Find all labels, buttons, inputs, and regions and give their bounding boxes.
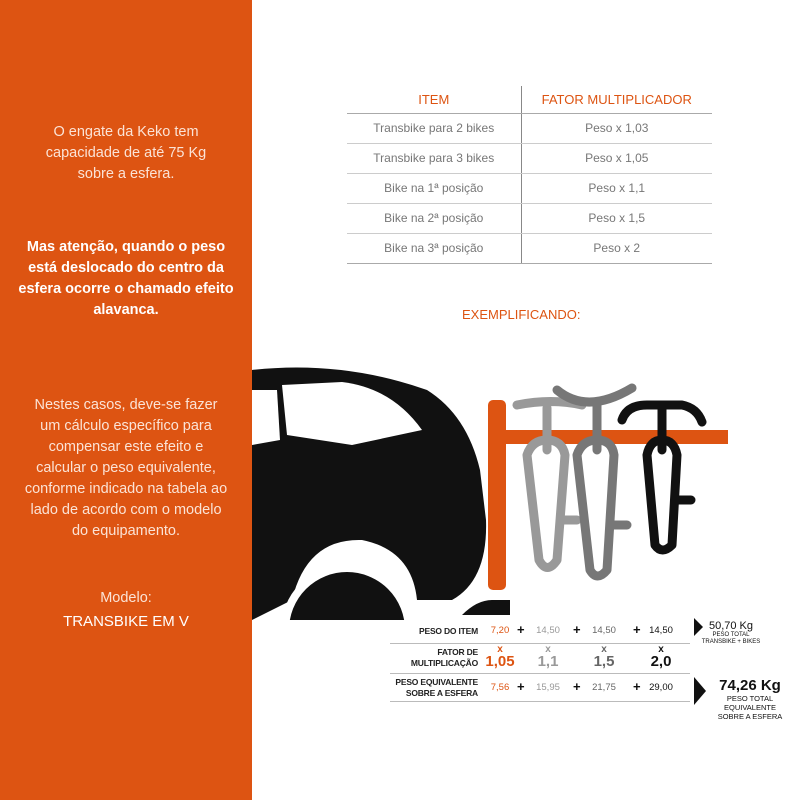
cell: Bike na 3ª posição xyxy=(347,233,522,264)
value: 29,00 xyxy=(649,682,673,693)
caption: PESO TOTAL xyxy=(726,694,774,703)
total-value: 50,70 Kg xyxy=(708,620,754,632)
cell: Peso x 1,03 xyxy=(521,113,712,144)
text-line: está deslocado do centro da xyxy=(28,260,224,276)
cell: Bike na 2ª posição xyxy=(347,203,522,234)
value: 14,50 xyxy=(592,625,616,636)
car-wheel xyxy=(281,564,413,620)
text-line: sobre a esfera. xyxy=(77,166,175,182)
plus-icon: + xyxy=(633,679,641,694)
warning-text: Mas atenção, quando o peso está deslocad… xyxy=(0,237,252,321)
value: 7,56 xyxy=(490,682,510,693)
text-line: Nestes casos, deve-se fazer xyxy=(34,397,218,413)
plus-icon: + xyxy=(633,622,641,637)
text-line: PESO EQUIVALENTE xyxy=(395,677,478,687)
text-line: SOBRE A ESFERA xyxy=(405,688,478,698)
row-label: PESO DO ITEM xyxy=(419,626,478,636)
text-line: Mas atenção, quando o peso xyxy=(26,239,226,255)
value: 15,95 xyxy=(536,682,560,693)
row-label: FATOR DE MULTIPLICAÇÃO xyxy=(411,647,478,669)
text-line: capacidade de até 75 Kg xyxy=(45,145,207,161)
total-value: 74,26 Kg xyxy=(719,677,781,694)
factor: x 2,0 xyxy=(650,644,672,670)
plus-icon: + xyxy=(517,622,525,637)
text-line: FATOR DE xyxy=(437,647,478,657)
value: 14,50 xyxy=(536,625,560,636)
car-bike-rack-illustration xyxy=(252,367,728,620)
cell: Bike na 1ª posição xyxy=(347,173,522,204)
factor: x 1,05 xyxy=(485,644,515,670)
text-line: lado de acordo com o modelo xyxy=(30,502,222,518)
cell: Peso x 1,05 xyxy=(521,143,712,174)
total-weight: 50,70 Kg PESO TOTAL TRANSBIKE + BIKES xyxy=(696,620,766,646)
factor: x 1,5 xyxy=(593,644,615,670)
model-value: TRANSBIKE EM V xyxy=(63,613,189,630)
table-header: ITEM FATOR MULTIPLICADOR xyxy=(347,86,712,114)
value: 21,75 xyxy=(592,682,616,693)
bike-1 xyxy=(512,397,587,572)
caption: EQUIVALENTE xyxy=(724,703,776,712)
example-title: EXEMPLIFICANDO: xyxy=(462,307,581,322)
item-weight-row: PESO DO ITEM 7,20 + 14,50 + 14,50 + 14,5… xyxy=(390,618,690,644)
text-line: esfera ocorre o chamado efeito xyxy=(18,281,234,297)
factor: x 1,1 xyxy=(537,644,559,670)
caption: PESO TOTAL xyxy=(712,632,750,638)
plus-icon: + xyxy=(517,679,525,694)
cell: Peso x 2 xyxy=(521,233,712,264)
info-panel: O engate da Keko tem capacidade de até 7… xyxy=(0,0,252,800)
row-label: PESO EQUIVALENTE SOBRE A ESFERA xyxy=(395,677,478,699)
text-line: conforme indicado na tabela ao xyxy=(24,481,228,497)
caption: TRANSBIKE + BIKES xyxy=(701,639,761,645)
table-row: Transbike para 2 bikes Peso x 1,03 xyxy=(347,113,712,144)
bike-3 xyxy=(617,400,707,555)
cell: Peso x 1,5 xyxy=(521,203,712,234)
value: 7,20 xyxy=(490,625,510,636)
arrow-icon xyxy=(694,677,706,705)
table-row: Transbike para 3 bikes Peso x 1,05 xyxy=(347,143,712,174)
arrow-icon xyxy=(694,618,703,636)
capacity-text: O engate da Keko tem capacidade de até 7… xyxy=(0,122,252,185)
explanation-text: Nestes casos, deve-se fazer um cálculo e… xyxy=(0,395,252,542)
cell: Transbike para 2 bikes xyxy=(347,113,522,144)
equivalent-weight-row: PESO EQUIVALENTE SOBRE A ESFERA 7,56 + 15… xyxy=(390,674,690,702)
text-line: MULTIPLICAÇÃO xyxy=(410,658,478,668)
bike-2 xyxy=(552,383,637,581)
plus-icon: + xyxy=(573,622,581,637)
cell: Transbike para 3 bikes xyxy=(347,143,522,174)
table-row: Bike na 2ª posição Peso x 1,5 xyxy=(347,203,712,234)
header-item: ITEM xyxy=(347,86,522,114)
text-line: do equipamento. xyxy=(71,523,181,539)
text-line: compensar este efeito e xyxy=(48,439,204,455)
value: 14,50 xyxy=(649,625,673,636)
multiplier-table: ITEM FATOR MULTIPLICADOR Transbike para … xyxy=(347,86,712,264)
car-window xyxy=(282,382,422,445)
cell: Peso x 1,1 xyxy=(521,173,712,204)
text-line: O engate da Keko tem xyxy=(53,124,199,140)
plus-icon: + xyxy=(573,679,581,694)
table-row: Bike na 1ª posição Peso x 1,1 xyxy=(347,173,712,204)
text-line: calcular o peso equivalente, xyxy=(36,460,216,476)
caption: SOBRE A ESFERA xyxy=(717,712,783,721)
table-row: Bike na 3ª posição Peso x 2 xyxy=(347,233,712,264)
text-line: alavanca. xyxy=(93,302,159,318)
text-line: um cálculo específico para xyxy=(40,418,212,434)
rack-mast xyxy=(488,400,506,590)
header-factor: FATOR MULTIPLICADOR xyxy=(521,86,712,114)
total-equivalent-weight: 74,26 Kg PESO TOTAL EQUIVALENTE SOBRE A … xyxy=(710,677,790,721)
model-label: Modelo: xyxy=(100,590,152,606)
